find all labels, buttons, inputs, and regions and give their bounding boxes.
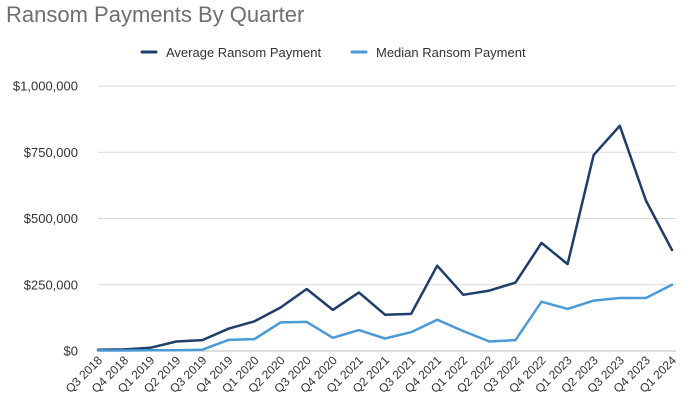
legend-label: Median Ransom Payment xyxy=(376,45,526,60)
legend-label: Average Ransom Payment xyxy=(166,45,322,60)
series-line xyxy=(96,283,674,352)
y-tick-label: $750,000 xyxy=(24,145,78,160)
y-tick-label: $1,000,000 xyxy=(13,79,78,94)
chart-title: Ransom Payments By Quarter xyxy=(6,2,305,27)
y-tick-label: $250,000 xyxy=(24,277,78,292)
y-tick-label: $0 xyxy=(64,344,78,359)
y-tick-label: $500,000 xyxy=(24,211,78,226)
series-line xyxy=(96,124,674,351)
